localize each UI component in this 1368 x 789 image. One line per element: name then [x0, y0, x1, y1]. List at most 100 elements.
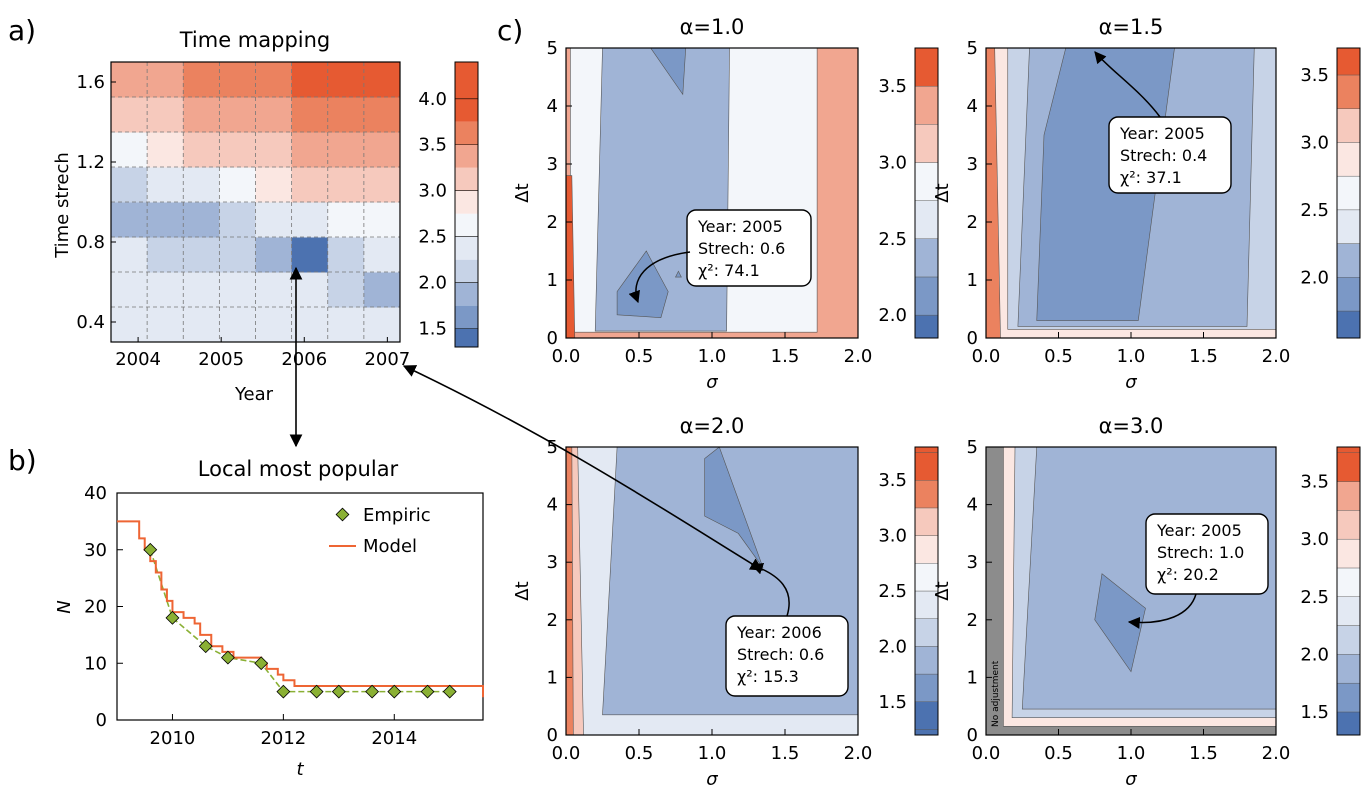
- contour-y-tick-label: 3: [547, 154, 558, 175]
- line-x-tick-label: 2010: [150, 728, 196, 749]
- colorbar-band: [1336, 209, 1361, 244]
- colorbar-band: [914, 124, 939, 163]
- heatmap-cell: [111, 202, 148, 238]
- heatmap-cell: [219, 132, 256, 168]
- heatmap-cell: [147, 237, 184, 273]
- colorbar-band: [455, 144, 478, 168]
- colorbar-band: [1336, 481, 1361, 511]
- empiric-point: [420, 684, 435, 699]
- heatmap-cell: [291, 167, 329, 203]
- heatmap-cell: [291, 202, 329, 238]
- annotation-line: Strech: 1.0: [1157, 543, 1244, 562]
- heatmap-ylabel: Time strech: [52, 152, 73, 259]
- heatmap-cell: [255, 62, 293, 98]
- colorbar-band: [914, 729, 939, 736]
- colorbar-band: [914, 701, 939, 730]
- heatmap-cell: [327, 272, 365, 308]
- line-y-tick-label: 20: [84, 597, 107, 618]
- contour-y-tick-label: 3: [967, 154, 978, 175]
- colorbar-band: [914, 618, 939, 647]
- colorbar-tick-label: 1.5: [878, 692, 907, 713]
- heatmap-x-tick-label: 2007: [364, 349, 410, 370]
- empiric-point: [331, 684, 346, 699]
- heatmap-cell: [219, 202, 256, 238]
- annotation-line: Year: 2005: [1156, 521, 1242, 540]
- colorbar-tick-label: 3.5: [878, 76, 907, 97]
- colorbar-band: [1336, 682, 1361, 713]
- line-y-tick-label: 10: [84, 653, 107, 674]
- heatmap-y-tick-label: 0.8: [76, 232, 105, 253]
- heatmap-y-tick-label: 0.4: [76, 312, 105, 333]
- line-title: Local most popular: [198, 457, 399, 481]
- colorbar-tick-label: 4.0: [418, 89, 447, 110]
- contour-xlabel: σ: [706, 372, 718, 393]
- line-y-tick-label: 40: [84, 483, 107, 504]
- heatmap-cell: [291, 62, 329, 98]
- colorbar-band: [455, 305, 478, 329]
- contour-x-tick-label: 0.5: [1044, 346, 1073, 367]
- contour-y-tick-label: 0: [967, 725, 978, 746]
- contour-y-tick-label: 0: [547, 328, 558, 349]
- line-ylabel: N: [54, 600, 75, 613]
- contour-x-tick-label: 2.0: [1262, 346, 1291, 367]
- contour-x-tick-label: 2.0: [844, 743, 873, 764]
- contour-y-tick-label: 4: [967, 495, 978, 516]
- colorbar-tick-label: 2.0: [1300, 644, 1329, 665]
- contour-panel-alpha-3.0: α=3.0 0.0 0.5 1.0 1.5 2.0 0 1 2 3 4 5 σ Δt 1.5 2.0 2.5 3.…: [932, 414, 1361, 789]
- heatmap-cell: [363, 167, 401, 203]
- heatmap-cell: [183, 132, 220, 168]
- colorbar-band: [914, 452, 939, 481]
- contour-x-tick-label: 0.0: [552, 743, 581, 764]
- colorbar-band: [455, 62, 478, 99]
- heatmap-cell: [147, 97, 184, 133]
- colorbar-band: [914, 47, 939, 87]
- empiric-point: [143, 542, 158, 557]
- heatmap-cell: [255, 202, 293, 238]
- heatmap-cell: [363, 97, 401, 133]
- heatmap-xlabel: Year: [234, 384, 274, 405]
- legend-empiric-marker: [335, 507, 350, 522]
- contour-ylabel: Δt: [512, 183, 533, 202]
- contour-title: α=1.0: [680, 15, 745, 39]
- colorbar-frame: [454, 61, 479, 348]
- contour-panel-alpha-1.5: α=1.5 0.0 0.5 1.0 1.5 2.0 0 1 2 3 4 5 σ Δt 2.0 2.5 3.0 3.…: [932, 15, 1361, 393]
- contour-y-tick-label: 0: [547, 725, 558, 746]
- colorbar-band: [914, 446, 939, 453]
- line-y-tick-label: 0: [96, 710, 107, 731]
- contour-y-tick-label: 5: [967, 437, 978, 458]
- heatmap-cell: [147, 167, 184, 203]
- panel-label-b: b): [8, 444, 37, 477]
- heatmap-cell: [363, 237, 401, 273]
- contour-x-tick-label: 1.5: [1189, 743, 1218, 764]
- heatmap-cell: [363, 132, 401, 168]
- colorbar-band: [1336, 711, 1361, 736]
- colorbar-band: [914, 535, 939, 564]
- colorbar-tick-label: 3.5: [878, 470, 907, 491]
- heatmap-cell: [111, 132, 148, 168]
- heatmap-cell: [111, 272, 148, 308]
- colorbar-band: [455, 98, 478, 122]
- colorbar-tick-label: 1.5: [418, 319, 447, 340]
- colorbar-band: [1336, 452, 1361, 482]
- line-y-tick-label: 30: [84, 540, 107, 561]
- empiric-point: [254, 656, 269, 671]
- empiric-point: [365, 684, 380, 699]
- colorbar-tick-label: 2.5: [878, 581, 907, 602]
- colorbar-tick-label: 3.0: [418, 181, 447, 202]
- colorbar-band: [455, 236, 478, 260]
- colorbar-tick-label: 2.5: [878, 229, 907, 250]
- contour-panels: α=1.0 0.0 0.5 1.0 1.5 2.0 0 1 2 3 4 5 σ Δt 2.0 2.5 3.0 3.…: [512, 15, 1361, 789]
- contour-panel-alpha-2.0: α=2.00.0 0.5 1.0 1.5 2.0012345σΔt1.52.02.53.…: [512, 414, 939, 789]
- local-most-popular-chart: Local most popular 2010 2012 2014 0 10 20 30 40…: [54, 457, 484, 780]
- heatmap-cell: [327, 132, 365, 168]
- colorbar-tick-label: 3.0: [878, 152, 907, 173]
- heatmap-cell: [327, 62, 365, 98]
- contour-y-tick-label: 4: [547, 96, 558, 117]
- line-x-tick-label: 2012: [260, 728, 306, 749]
- colorbar-band: [1336, 142, 1361, 177]
- colorbar-frame: [914, 446, 939, 736]
- line-ticks: 2010 2012 2014 0 10 20 30 40: [84, 483, 417, 749]
- empiric-point: [220, 650, 235, 665]
- line-xlabel: t: [296, 759, 304, 780]
